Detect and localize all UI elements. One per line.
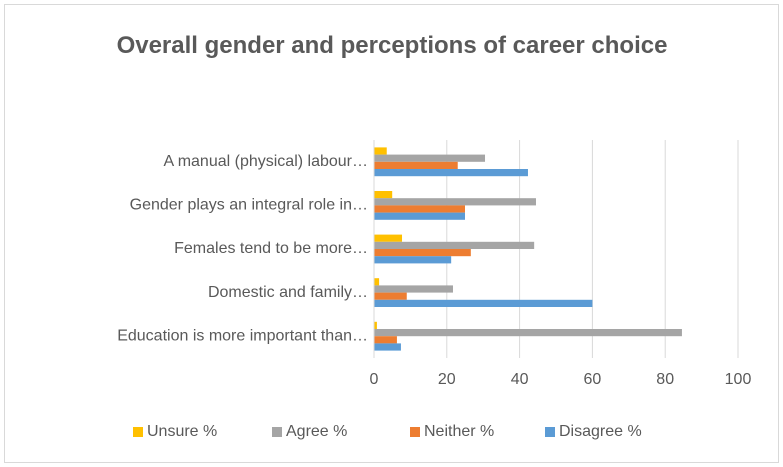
bar [374,154,486,162]
x-tick-label: 40 [511,371,529,388]
bar [374,241,535,249]
bar [374,161,458,169]
bar [374,205,465,213]
bar [374,212,465,220]
legend-label: Disagree % [559,423,642,440]
x-tick-label: 0 [370,371,379,388]
bar [374,147,387,155]
x-tick-label: 60 [584,371,602,388]
x-tick-label: 80 [656,371,674,388]
x-tick-label: 20 [438,371,456,388]
bar [374,285,453,293]
bar [374,249,471,257]
bar [374,278,380,286]
y-tick-label: Education is more important than… [117,327,368,344]
bar [374,299,593,307]
bar [374,256,452,264]
bar [374,234,403,242]
bar [374,336,397,344]
legend-swatch [410,427,420,437]
bar [374,329,682,337]
legend-swatch [133,427,143,437]
bar [374,321,377,329]
legend-label: Unsure % [147,423,217,440]
legend-swatch [272,427,282,437]
bar [374,169,528,177]
chart-title: Overall gender and perceptions of career… [116,32,668,59]
chart-border [4,4,779,463]
legend-swatch [545,427,555,437]
y-tick-label: Females tend to be more… [174,240,368,257]
y-tick-label: Gender plays an integral role in… [130,197,368,214]
legend-label: Agree % [286,423,347,440]
x-tick-label: 100 [725,371,752,388]
bar [374,292,407,300]
bar [374,191,393,199]
bar [374,343,401,351]
y-tick-label: Domestic and family… [208,284,368,301]
bar [374,198,536,206]
legend-label: Neither % [424,423,494,440]
y-tick-label: A manual (physical) labour… [163,153,368,170]
